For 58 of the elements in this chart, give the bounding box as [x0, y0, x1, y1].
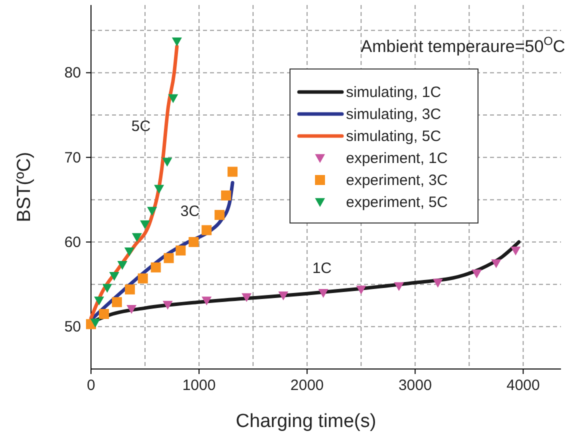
point	[278, 292, 288, 300]
legend-label: simulating, 5C	[346, 128, 442, 145]
point	[318, 288, 328, 298]
point	[124, 247, 134, 256]
point	[242, 293, 252, 302]
x-axis-title: Charging time(s)	[236, 411, 376, 432]
point	[432, 278, 443, 288]
point	[176, 245, 186, 256]
point	[188, 237, 199, 248]
point	[124, 284, 135, 294]
point	[202, 296, 212, 306]
point	[102, 284, 112, 293]
point	[491, 259, 502, 268]
legend-label: experiment, 3C	[346, 172, 448, 189]
point	[94, 296, 104, 306]
x-tick-label: 2000	[290, 377, 324, 394]
x-tick-label: 3000	[398, 377, 432, 394]
point	[126, 305, 137, 314]
annotation: 3C	[180, 203, 200, 220]
x-tick-label: 4000	[506, 377, 540, 394]
point	[202, 225, 212, 236]
point	[132, 233, 142, 242]
point	[109, 272, 120, 281]
point	[168, 94, 178, 104]
point	[162, 300, 173, 310]
point	[172, 38, 182, 46]
point	[162, 158, 172, 167]
y-tick-label: 70	[64, 149, 81, 166]
point	[472, 270, 482, 278]
legend-label: simulating, 3C	[346, 106, 442, 123]
legend-label: experiment, 5C	[346, 194, 448, 211]
y-tick-label: 60	[64, 234, 81, 252]
point	[98, 308, 109, 319]
point	[221, 190, 232, 200]
point	[356, 286, 366, 294]
point	[154, 184, 164, 194]
point	[510, 246, 521, 256]
point	[164, 253, 174, 264]
point	[112, 297, 122, 308]
x-tick-label: 0	[86, 377, 96, 394]
point	[228, 166, 238, 177]
y-tick-label: 50	[64, 318, 81, 336]
y-tick-label: 80	[64, 64, 81, 82]
y-axis-title: BST(ºC)	[14, 152, 35, 222]
annotation: Ambient temperaure=50$^{O}$C	[360, 34, 566, 56]
point	[140, 220, 150, 230]
point	[150, 262, 161, 272]
legend-label: experiment, 1C	[346, 150, 448, 167]
point	[138, 273, 148, 284]
x-tick-label: 1000	[182, 377, 216, 394]
point	[394, 282, 404, 292]
legend-label: simulating, 1C	[346, 84, 442, 101]
annotation: 1C	[312, 260, 332, 277]
annotation: 5C	[131, 118, 151, 135]
point	[147, 206, 158, 216]
point	[214, 210, 225, 220]
point	[90, 318, 100, 328]
point	[117, 261, 128, 270]
